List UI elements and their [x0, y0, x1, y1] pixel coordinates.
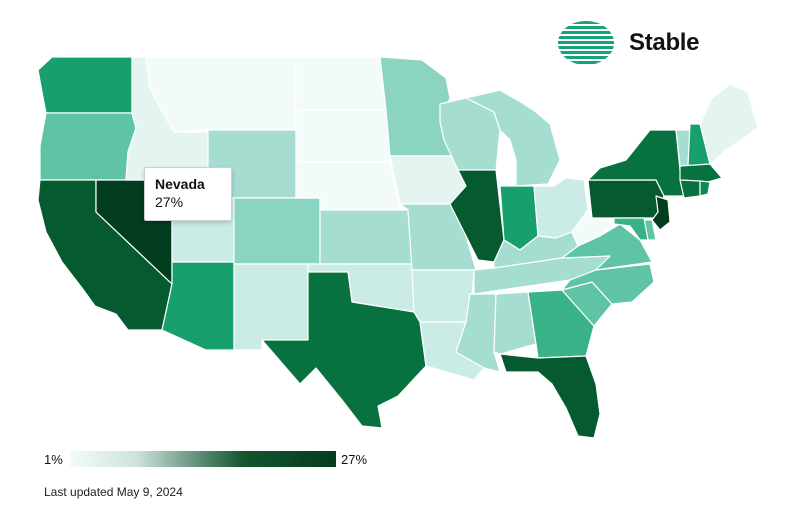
state-alabama[interactable] [493, 291, 537, 355]
state-florida[interactable] [499, 353, 601, 439]
state-maine[interactable] [699, 83, 759, 165]
state-kansas[interactable] [319, 209, 413, 265]
tooltip-value: 27% [155, 194, 184, 210]
state-washington[interactable] [37, 56, 133, 114]
brand-logo[interactable]: Stable [557, 20, 700, 66]
state-north-dakota[interactable] [295, 56, 387, 111]
state-south-dakota[interactable] [295, 109, 391, 163]
legend-max-label: 27% [341, 452, 368, 467]
legend-gradient-bar [70, 451, 336, 467]
state-west-virginia[interactable] [571, 209, 615, 247]
tooltip-state-name: Nevada [155, 176, 205, 192]
legend-min-label: 1% [44, 452, 63, 467]
last-updated-text: Last updated May 9, 2024 [44, 485, 183, 499]
brand-name: Stable [629, 29, 700, 56]
state-rhode-island[interactable] [699, 180, 711, 197]
state-tooltip: Nevada 27% [144, 167, 232, 221]
state-oregon[interactable] [39, 112, 137, 181]
state-new-mexico[interactable] [233, 263, 309, 351]
state-illinois[interactable] [449, 169, 505, 263]
state-pennsylvania[interactable] [587, 179, 665, 219]
state-connecticut[interactable] [679, 179, 701, 199]
state-colorado[interactable] [233, 197, 321, 265]
state-arkansas[interactable] [411, 269, 475, 323]
state-michigan[interactable] [465, 89, 561, 187]
state-texas[interactable] [261, 271, 427, 429]
state-arizona[interactable] [161, 261, 235, 351]
striped-globe-icon [558, 21, 614, 64]
state-new-jersey[interactable] [651, 195, 671, 231]
state-massachusetts[interactable] [679, 163, 723, 183]
state-montana[interactable] [145, 56, 297, 133]
state-maryland[interactable] [613, 217, 649, 241]
